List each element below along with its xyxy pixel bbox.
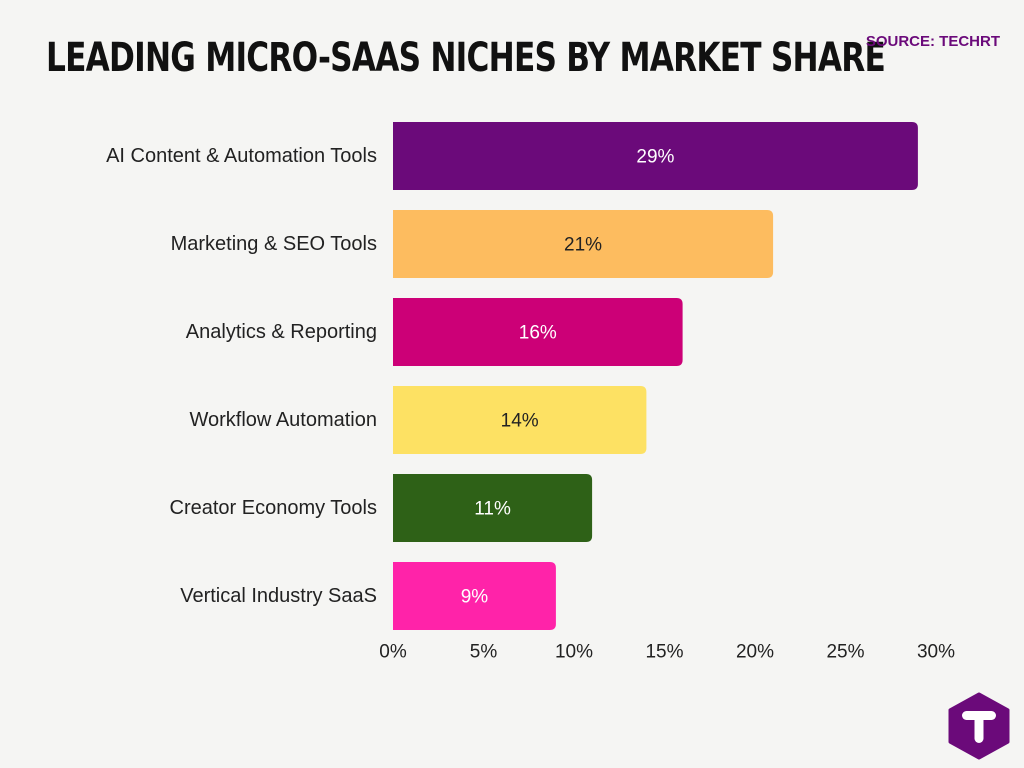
source-label: SOURCE: TECHRT bbox=[865, 33, 1000, 50]
x-tick-label: 5% bbox=[470, 642, 498, 663]
data-label: 11% bbox=[474, 499, 511, 520]
category-label: Vertical Industry SaaS bbox=[180, 585, 377, 607]
x-tick-label: 15% bbox=[645, 642, 683, 663]
techrt-logo-icon bbox=[948, 692, 1010, 760]
x-tick-label: 30% bbox=[917, 642, 955, 663]
x-tick-label: 25% bbox=[826, 642, 864, 663]
data-label: 29% bbox=[636, 147, 674, 168]
category-label: Marketing & SEO Tools bbox=[171, 233, 377, 255]
bar bbox=[393, 210, 774, 278]
data-label: 21% bbox=[564, 235, 602, 256]
bar bbox=[393, 386, 647, 454]
category-label: Creator Economy Tools bbox=[170, 497, 378, 519]
bar bbox=[393, 298, 683, 366]
category-label: Analytics & Reporting bbox=[186, 321, 377, 343]
x-tick-label: 10% bbox=[555, 642, 593, 663]
x-tick-label: 20% bbox=[736, 642, 774, 663]
bar bbox=[393, 122, 918, 190]
data-label: 16% bbox=[519, 323, 557, 344]
bar bbox=[393, 562, 556, 630]
category-label: Workflow Automation bbox=[190, 409, 378, 431]
x-tick-label: 0% bbox=[379, 642, 407, 663]
category-label: AI Content & Automation Tools bbox=[106, 145, 377, 167]
data-label: 9% bbox=[461, 587, 489, 608]
data-label: 14% bbox=[501, 411, 539, 432]
bar bbox=[393, 474, 593, 542]
chart-title: LEADING MICRO-SAAS NICHES BY MARKET SHAR… bbox=[46, 35, 886, 81]
